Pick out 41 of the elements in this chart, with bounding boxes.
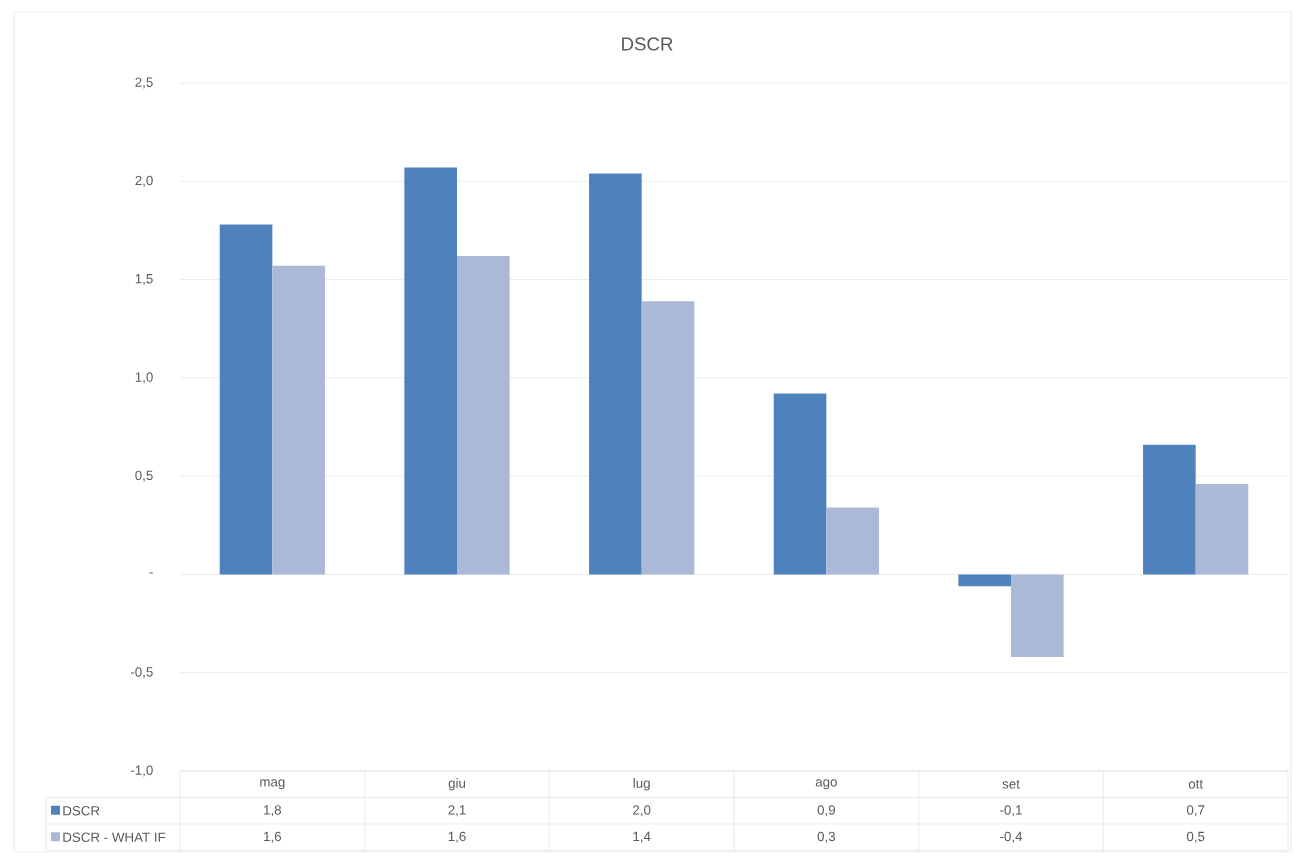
y-tick-label: 0,5	[135, 470, 153, 482]
bar	[589, 173, 642, 575]
bar	[1143, 444, 1196, 575]
x-tick-label: lug	[633, 778, 650, 791]
data-label: 0,9	[817, 805, 835, 817]
bar	[1011, 574, 1064, 657]
y-tick-label: 1,0	[135, 372, 153, 384]
data-label: 1,6	[448, 831, 466, 843]
chart-title: DSCR	[622, 37, 673, 51]
bar	[219, 224, 273, 575]
bar	[826, 507, 879, 575]
bar	[641, 301, 695, 575]
data-label: 0,7	[1186, 805, 1205, 817]
data-label: 0,5	[1186, 831, 1205, 843]
x-tick-label: ago	[815, 779, 837, 790]
x-tick-label: mag	[260, 779, 285, 790]
y-tick-label: -1,0	[130, 765, 153, 777]
data-label: 1,8	[264, 805, 282, 817]
data-label: -0,1	[1000, 805, 1022, 817]
x-tick-label: giu	[448, 778, 466, 791]
data-label: 1,6	[264, 831, 282, 843]
x-tick-label: ott	[1188, 779, 1204, 789]
bar	[773, 393, 827, 575]
bar	[1195, 484, 1249, 575]
data-label: 0,3	[817, 831, 836, 843]
y-tick-label: -0,5	[130, 667, 153, 679]
data-label: 1,4	[633, 831, 651, 843]
data-label: 2,0	[633, 805, 651, 817]
bar	[272, 265, 325, 575]
bar	[958, 574, 1012, 587]
y-tick-label: 2,5	[135, 77, 153, 89]
data-label: -0,4	[1000, 831, 1023, 843]
legend-label: DSCR	[63, 806, 100, 816]
y-tick-label: -	[149, 572, 153, 574]
y-tick-label: 1,5	[135, 274, 153, 286]
legend-label: DSCR - WHAT IF	[63, 832, 166, 842]
data-label: 2,1	[448, 805, 466, 817]
x-tick-label: set	[1002, 779, 1020, 789]
y-tick-label: 2,0	[135, 175, 153, 187]
bar	[404, 167, 458, 575]
bar	[457, 255, 510, 575]
